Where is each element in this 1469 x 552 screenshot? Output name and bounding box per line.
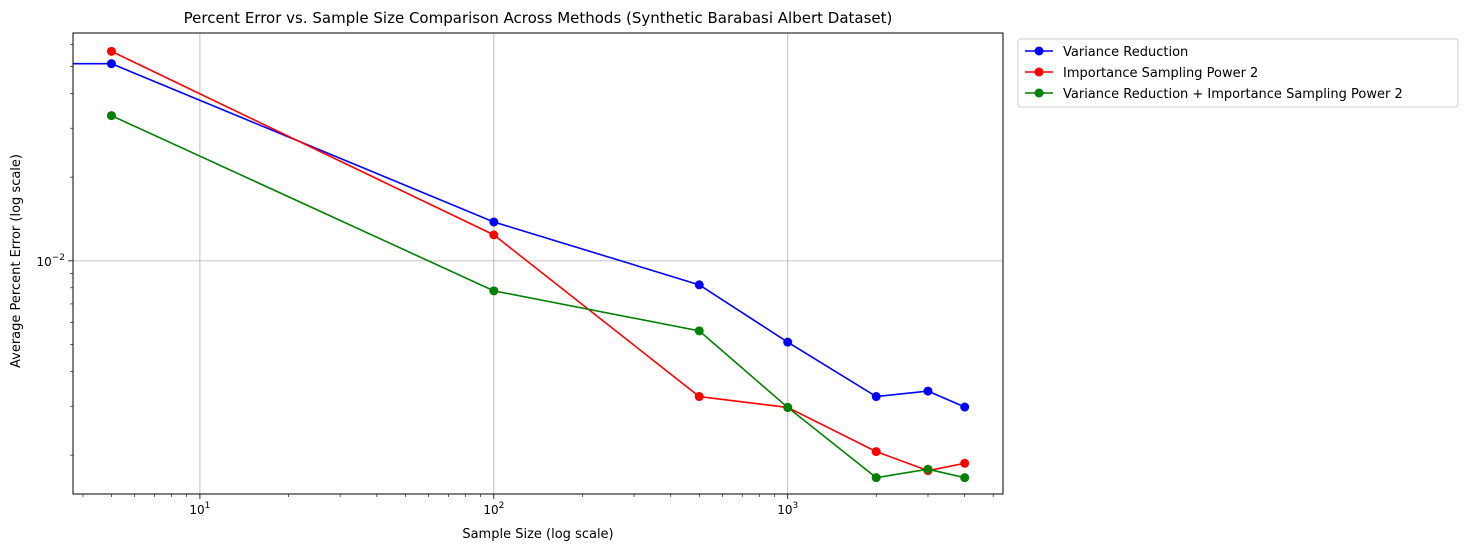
legend-marker	[1034, 46, 1044, 56]
x-tick-label: 101	[189, 501, 210, 517]
legend-label: Importance Sampling Power 2	[1063, 66, 1258, 81]
series-layer	[73, 46, 970, 483]
data-point	[783, 337, 793, 347]
data-point	[871, 473, 881, 483]
grid	[73, 33, 1003, 494]
legend: Variance Reduction Importance Sampling Po…	[1017, 38, 1459, 108]
ticks: 101 102 103 10−2	[36, 44, 994, 517]
legend-marker	[1034, 67, 1044, 77]
data-point	[871, 392, 881, 402]
data-point	[783, 402, 793, 412]
legend-label: Variance Reduction + Importance Sampling…	[1063, 87, 1403, 102]
data-point	[106, 46, 116, 56]
data-point	[923, 464, 933, 474]
legend-marker	[1034, 88, 1044, 98]
series-line-0	[111, 62, 966, 408]
data-point	[960, 458, 970, 468]
data-point	[694, 392, 704, 402]
data-point	[694, 280, 704, 290]
data-point	[923, 386, 933, 396]
data-point	[489, 230, 499, 240]
legend-label: Variance Reduction	[1063, 45, 1188, 60]
data-point	[960, 473, 970, 483]
x-tick-label: 103	[777, 501, 798, 517]
data-point	[694, 326, 704, 336]
y-tick-label: 10−2	[36, 253, 65, 269]
data-point	[960, 402, 970, 412]
plot-frame	[72, 32, 1004, 495]
data-point	[106, 59, 116, 69]
chart-title: Percent Error vs. Sample Size Comparison…	[184, 9, 893, 27]
series-line-2	[111, 114, 965, 479]
data-point	[489, 217, 499, 227]
data-point	[489, 286, 499, 296]
x-axis-label: Sample Size (log scale)	[462, 527, 613, 542]
x-tick-label: 102	[483, 501, 504, 517]
y-axis-label: Average Percent Error (log scale)	[9, 154, 24, 368]
legend-box	[1017, 38, 1459, 108]
data-point	[106, 111, 116, 121]
data-point	[871, 447, 881, 457]
